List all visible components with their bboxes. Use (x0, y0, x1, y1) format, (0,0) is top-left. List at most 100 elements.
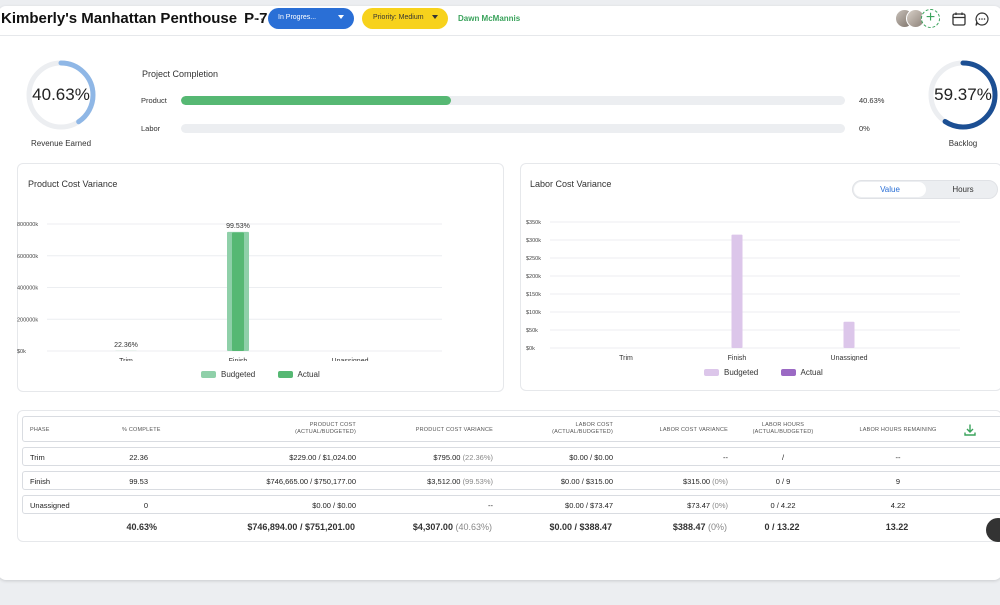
chat-launcher-button[interactable] (986, 518, 1000, 542)
calendar-icon[interactable] (951, 11, 967, 27)
y-tick-label: $300k (526, 238, 541, 244)
assignee-link[interactable]: Dawn McMannis (458, 14, 521, 23)
legend-label: Actual (297, 370, 320, 379)
cell-labor-hours: 0 / 9 (775, 477, 791, 486)
col-phase: PHASE (30, 427, 50, 433)
bar-budgeted (843, 321, 855, 348)
cell-product-variance: $3,512.00 (99.53%) (373, 477, 493, 486)
cell-labor-cost: $0.00 / $73.47 (565, 501, 613, 510)
cell-labor-hours: 0 / 4.22 (770, 501, 796, 510)
legend-item[interactable]: Actual (780, 368, 823, 377)
toggle-value[interactable]: Value (854, 182, 926, 197)
cell-phase: Unassigned (30, 501, 70, 510)
y-tick-label: 200000k (17, 317, 38, 323)
value-hours-toggle: Value Hours (852, 180, 998, 199)
legend-label: Actual (800, 368, 823, 377)
table-row[interactable]: Trim 22.36 $229.00 / $1,024.00 $795.00 (… (22, 447, 1000, 466)
col-percent-complete: % COMPLETE (122, 427, 161, 433)
x-tick-label: Unassigned (332, 358, 369, 361)
backlog-gauge-arc (928, 60, 998, 130)
col-labor-cost-line2: (ACTUAL/BUDGETED) (552, 429, 613, 435)
table-totals-row: 40.63% $746,894.00 / $751,201.00 $4,307.… (22, 518, 1000, 538)
y-tick-label: 400000k (17, 286, 38, 292)
revenue-earned-value: 40.63% (32, 85, 90, 104)
legend-item[interactable]: Actual (277, 370, 320, 379)
revenue-earned-label: Revenue Earned (30, 139, 92, 148)
project-code: P-7 (244, 10, 268, 27)
cell-product-cost: $746,665.00 / $750,177.00 (266, 477, 356, 486)
labor-cost-variance-title: Labor Cost Variance (530, 179, 612, 189)
cell-labor-cost: $0.00 / $315.00 (560, 477, 613, 486)
y-tick-label: $50k (526, 328, 538, 334)
chat-icon[interactable] (974, 11, 990, 27)
page-title: Kimberly's Manhattan Penthouse P-7 (1, 10, 267, 27)
y-tick-label: $0k (17, 349, 26, 355)
chevron-down-icon (338, 15, 344, 19)
chevron-down-icon (432, 15, 438, 19)
product-variance-pct: (22.36%) (462, 453, 493, 462)
legend-item[interactable]: Budgeted (704, 368, 758, 377)
total-labor-hours: 0 / 13.22 (764, 522, 800, 532)
project-completion-title: Project Completion (142, 69, 219, 79)
x-tick-label: Trim (619, 355, 633, 361)
add-member-icon[interactable]: + (921, 9, 940, 28)
legend-label: Budgeted (221, 370, 256, 379)
download-icon[interactable] (963, 423, 977, 437)
y-tick-label: $100k (526, 310, 541, 316)
legend-item[interactable]: Budgeted (201, 370, 255, 379)
table-header-row: PHASE % COMPLETE PRODUCT COST (ACTUAL/BUD… (22, 416, 1000, 442)
col-labor-hours: LABOR HOURS (ACTUAL/BUDGETED) (743, 422, 823, 436)
legend-swatch (704, 369, 719, 376)
cell-labor-variance: $73.47 (0%) (633, 501, 728, 510)
col-labor-hours-line1: LABOR HOURS (761, 422, 805, 428)
cell-percent: 99.53 (129, 477, 148, 486)
backlog-value: 59.37% (934, 85, 992, 104)
priority-value: Priority: Medium (373, 14, 424, 21)
y-tick-label: $150k (526, 292, 541, 298)
product-cost-variance-chart: 800000k 600000k 400000k 200000k $0k Trim 22.36… (17, 222, 442, 361)
x-tick-label: Unassigned (831, 355, 868, 361)
cell-product-variance: $795.00 (22.36%) (373, 453, 493, 462)
status-value: In Progres... (278, 14, 317, 21)
project-header: Kimberly's Manhattan Penthouse P-7 ··· In… (0, 6, 1000, 36)
col-labor-hours-remaining: LABOR HOURS REMAINING (859, 427, 937, 433)
y-tick-label: 800000k (17, 222, 38, 228)
product-progress-fill (181, 96, 451, 105)
priority-dropdown[interactable]: Priority: Medium (362, 8, 448, 29)
x-tick-label: Finish (728, 355, 747, 361)
x-tick-label: Trim (119, 358, 133, 361)
cell-product-variance: -- (373, 501, 493, 510)
total-labor-variance-pct: (0%) (707, 522, 727, 532)
total-labor-variance-amount: $388.47 (672, 522, 706, 532)
cell-labor-variance: -- (633, 453, 728, 462)
cell-hours-remaining: -- (895, 453, 901, 462)
y-tick-label: 600000k (17, 254, 38, 260)
labor-variance-amount: $73.47 (687, 501, 711, 510)
total-hours-remaining: 13.22 (885, 522, 909, 532)
table-row[interactable]: Finish 99.53 $746,665.00 / $750,177.00 $… (22, 471, 1000, 490)
labor-variance-pct: (0%) (712, 501, 728, 510)
labor-variance-amount: $315.00 (682, 477, 711, 486)
product-progress-track (181, 96, 845, 105)
total-labor-cost: $0.00 / $388.47 (549, 522, 612, 532)
cell-labor-variance: $315.00 (0%) (633, 477, 728, 486)
cell-product-cost: $229.00 / $1,024.00 (289, 453, 356, 462)
labor-cost-variance-chart: $350k $300k $250k $200k $150k $100k $50k $0k Tri… (526, 220, 960, 361)
toggle-hours[interactable]: Hours (952, 185, 974, 194)
table-row[interactable]: Unassigned 0 $0.00 / $0.00 -- $0.00 / $7… (22, 495, 1000, 514)
y-tick-label: $200k (526, 274, 541, 280)
legend-swatch (780, 369, 796, 376)
project-name: Kimberly's Manhattan Penthouse (1, 10, 238, 27)
y-tick-label: $250k (526, 256, 541, 262)
total-product-variance-pct: (40.63%) (455, 522, 492, 532)
revenue-gauge-arc (26, 60, 96, 130)
product-chart-legend: Budgeted Actual (201, 370, 340, 379)
total-labor-variance: $388.47 (0%) (622, 522, 727, 532)
product-completion-label: Product (141, 96, 167, 105)
product-cost-variance-title: Product Cost Variance (28, 179, 118, 189)
total-product-variance-amount: $4,307.00 (412, 522, 453, 532)
labor-progress-track (181, 124, 845, 133)
cell-phase: Trim (30, 453, 45, 462)
status-dropdown[interactable]: In Progres... (268, 8, 354, 29)
more-options-icon[interactable]: ··· (248, 10, 265, 26)
